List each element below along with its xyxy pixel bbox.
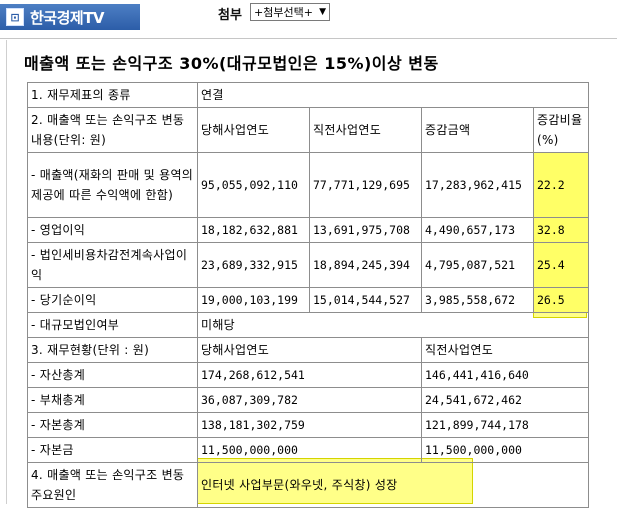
logo-square-icon: ⊡ xyxy=(6,8,24,26)
col-header-diff: 증감금액 xyxy=(421,107,534,153)
col-header-previous: 직전사업연도 xyxy=(309,107,422,153)
col-header-current: 당해사업연도 xyxy=(197,337,422,363)
table-row: - 자본금 11,500,000,000 11,500,000,000 xyxy=(27,437,589,463)
value-current: 19,000,103,199 xyxy=(197,287,310,313)
attach-select[interactable]: +첨부선택+ ▼ xyxy=(250,3,330,21)
table-row: - 당기순이익 19,000,103,199 15,014,544,527 3,… xyxy=(27,287,589,313)
divider xyxy=(0,38,617,39)
row-label: - 당기순이익 xyxy=(27,287,198,313)
row-label: 4. 매출액 또는 손익구조 변동 주요원인 xyxy=(27,462,198,508)
value-rate: 22.2 xyxy=(533,152,589,218)
table-row: - 부채총계 36,087,309,782 24,541,672,462 xyxy=(27,387,589,413)
document-area xyxy=(6,40,617,504)
table-row: - 대규모법인여부 미해당 xyxy=(27,312,589,338)
table-row: - 자산총계 174,268,612,541 146,441,416,640 xyxy=(27,362,589,388)
logo-text: 한국경제TV xyxy=(30,8,105,27)
site-logo[interactable]: ⊡ 한국경제TV xyxy=(0,4,140,30)
table-row: - 법인세비용차감전계속사업이익 23,689,332,915 18,894,2… xyxy=(27,242,589,288)
value-previous: 18,894,245,394 xyxy=(309,242,422,288)
table-row: - 영업이익 18,182,632,881 13,691,975,708 4,4… xyxy=(27,217,589,243)
row-label: - 법인세비용차감전계속사업이익 xyxy=(27,242,198,288)
chevron-down-icon: ▼ xyxy=(319,7,326,17)
value-previous: 77,771,129,695 xyxy=(309,152,422,218)
row-value: 미해당 xyxy=(197,312,589,338)
table-row: 4. 매출액 또는 손익구조 변동 주요원인 인터넷 사업부문(와우넷, 주식창… xyxy=(27,462,589,508)
value-previous: 121,899,744,178 xyxy=(421,412,589,438)
row-label: - 자산총계 xyxy=(27,362,198,388)
value-rate: 25.4 xyxy=(533,242,589,288)
value-current: 23,689,332,915 xyxy=(197,242,310,288)
row-label: - 대규모법인여부 xyxy=(27,312,198,338)
row-label: 3. 재무현황(단위 : 원) xyxy=(27,337,198,363)
value-rate: 32.8 xyxy=(533,217,589,243)
col-header-current: 당해사업연도 xyxy=(197,107,310,153)
row-label: - 부채총계 xyxy=(27,387,198,413)
attach-label: 첨부 xyxy=(218,8,242,23)
row-label: - 자본금 xyxy=(27,437,198,463)
table-row: 2. 매출액 또는 손익구조 변동내용(단위: 원) 당해사업연도 직전사업연도… xyxy=(27,107,589,153)
col-header-rate: 증감비율 (%) xyxy=(533,107,589,153)
row-label: - 영업이익 xyxy=(27,217,198,243)
table-row: 3. 재무현황(단위 : 원) 당해사업연도 직전사업연도 xyxy=(27,337,589,363)
value-current: 95,055,092,110 xyxy=(197,152,310,218)
value-diff: 17,283,962,415 xyxy=(421,152,534,218)
table-row: 1. 재무제표의 종류 연결 xyxy=(27,82,589,108)
row-label: 1. 재무제표의 종류 xyxy=(27,82,198,108)
value-previous: 24,541,672,462 xyxy=(421,387,589,413)
table-row: - 매출액(재화의 판매 및 용역의 제공에 따른 수익액에 한함) 95,05… xyxy=(27,152,589,218)
row-label: 2. 매출액 또는 손익구조 변동내용(단위: 원) xyxy=(27,107,198,153)
value-previous: 15,014,544,527 xyxy=(309,287,422,313)
col-header-previous: 직전사업연도 xyxy=(421,337,589,363)
value-diff: 4,795,087,521 xyxy=(421,242,534,288)
value-previous: 13,691,975,708 xyxy=(309,217,422,243)
row-value-cause: 인터넷 사업부문(와우넷, 주식창) 성장 xyxy=(197,462,589,508)
value-current: 174,268,612,541 xyxy=(197,362,422,388)
table-row: - 자본총계 138,181,302,759 121,899,744,178 xyxy=(27,412,589,438)
value-previous: 146,441,416,640 xyxy=(421,362,589,388)
value-previous: 11,500,000,000 xyxy=(421,437,589,463)
value-diff: 3,985,558,672 xyxy=(421,287,534,313)
row-value: 연결 xyxy=(197,82,589,108)
top-bar: ⊡ 한국경제TV 첨부 +첨부선택+ ▼ xyxy=(0,0,617,38)
value-current: 138,181,302,759 xyxy=(197,412,422,438)
attach-select-value: +첨부선택+ xyxy=(254,6,313,19)
value-rate: 26.5 xyxy=(533,287,589,313)
value-current: 18,182,632,881 xyxy=(197,217,310,243)
disclosure-table: 1. 재무제표의 종류 연결 2. 매출액 또는 손익구조 변동내용(단위: 원… xyxy=(27,82,589,508)
value-current: 11,500,000,000 xyxy=(197,437,422,463)
document-title: 매출액 또는 손익구조 30%(대규모법인은 15%)이상 변동 xyxy=(24,54,439,73)
value-current: 36,087,309,782 xyxy=(197,387,422,413)
value-diff: 4,490,657,173 xyxy=(421,217,534,243)
row-label: - 자본총계 xyxy=(27,412,198,438)
row-label: - 매출액(재화의 판매 및 용역의 제공에 따른 수익액에 한함) xyxy=(27,152,198,218)
